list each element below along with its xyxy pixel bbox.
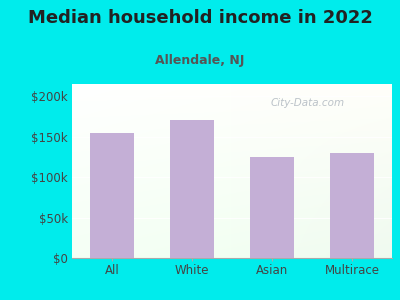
- Bar: [250, 157, 294, 258]
- Text: City-Data.com: City-Data.com: [270, 98, 344, 108]
- Bar: [170, 120, 214, 258]
- Text: Allendale, NJ: Allendale, NJ: [155, 54, 245, 67]
- Text: Median household income in 2022: Median household income in 2022: [28, 9, 372, 27]
- Bar: [330, 153, 374, 258]
- Bar: [90, 133, 134, 258]
